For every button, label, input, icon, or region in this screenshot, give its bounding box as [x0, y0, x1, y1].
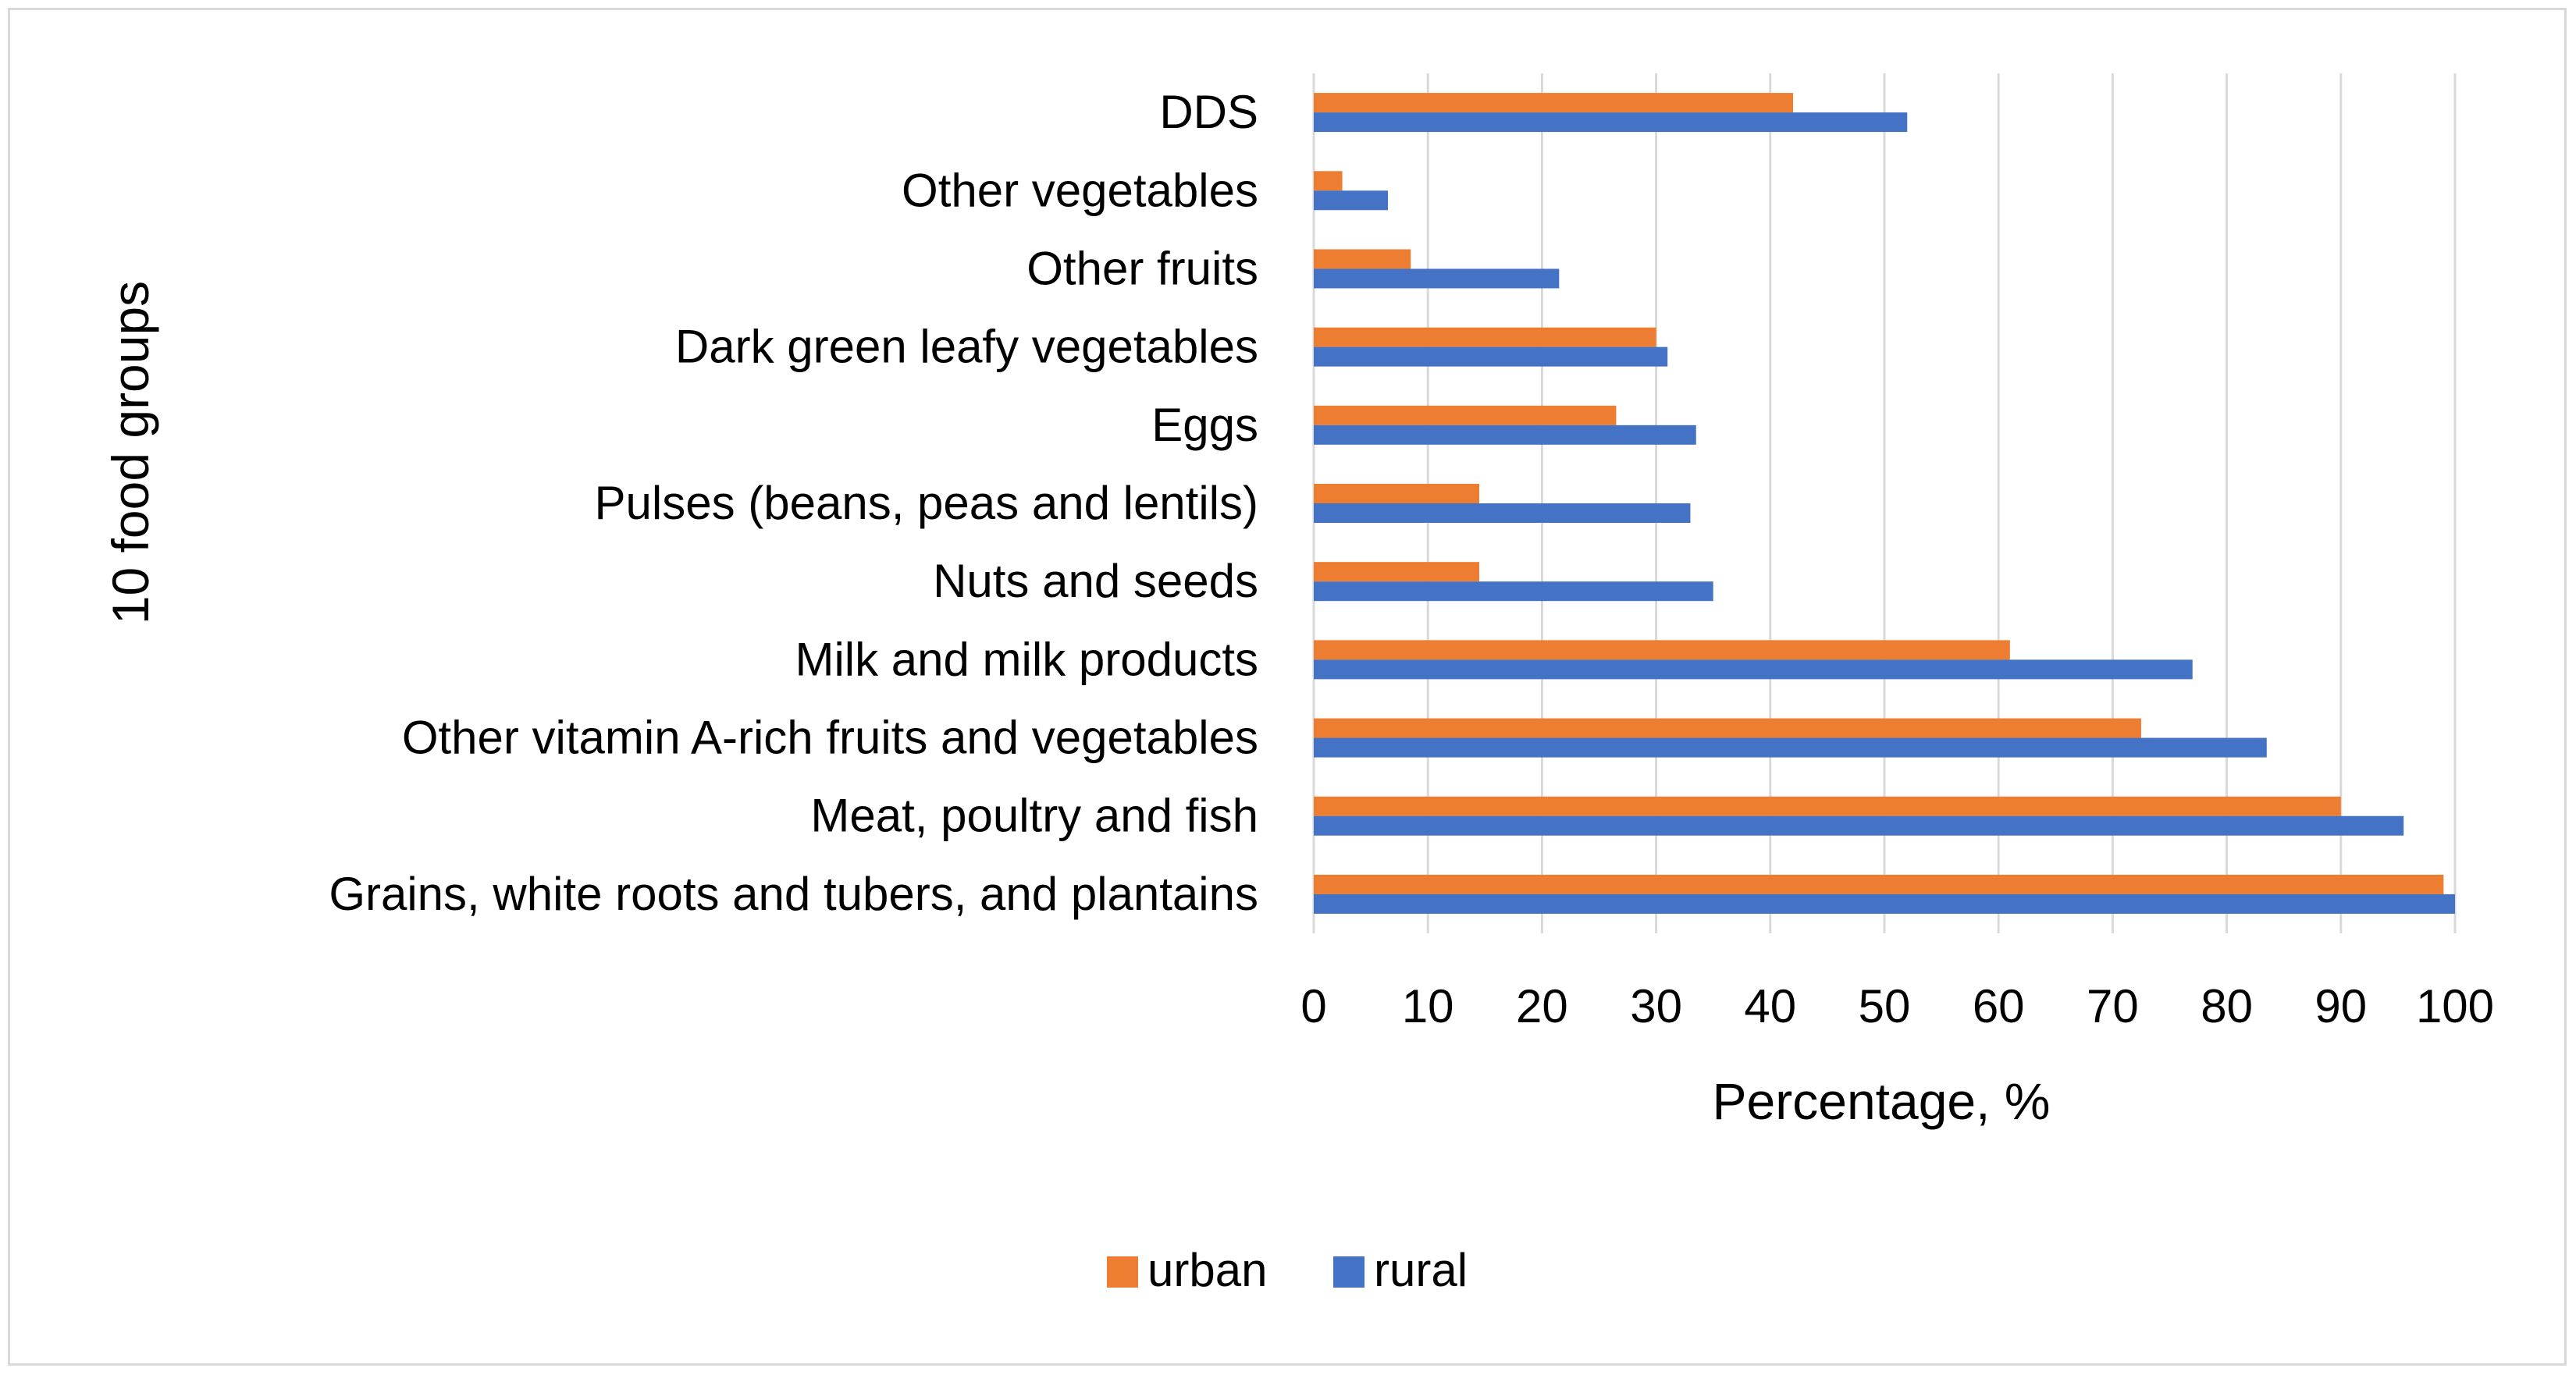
legend-swatch-rural [1333, 1256, 1364, 1288]
category-label: Other vitamin A-rich fruits and vegetabl… [402, 712, 1258, 764]
x-tick-label: 40 [1744, 980, 1796, 1032]
category-label: Milk and milk products [795, 633, 1258, 685]
chart-frame [8, 8, 2567, 1366]
x-tick-label: 70 [2087, 980, 2139, 1032]
x-tick-label: 100 [2416, 980, 2494, 1032]
y-axis-title: 10 food groups [101, 281, 159, 624]
legend-swatch-urban [1107, 1256, 1138, 1288]
bar-rural [1314, 268, 1560, 289]
x-tick-label: 30 [1630, 980, 1682, 1032]
bar-rural [1314, 581, 1713, 602]
category-label: Pulses (beans, peas and lentils) [595, 477, 1259, 529]
x-tick-label: 0 [1300, 980, 1326, 1032]
category-label: Other vegetables [902, 164, 1258, 216]
category-label: Dark green leafy vegetables [675, 321, 1258, 373]
legend-label-rural: rural [1374, 1244, 1468, 1296]
legend: urban rural [1107, 1244, 1468, 1296]
category-label: Meat, poultry and fish [810, 790, 1258, 842]
gridlines [1312, 73, 2457, 933]
category-label: Nuts and seeds [933, 555, 1258, 607]
bar-rural [1314, 894, 2455, 914]
x-tick-label: 20 [1516, 980, 1568, 1032]
legend-label-urban: urban [1147, 1244, 1267, 1296]
x-tick-label: 90 [2314, 980, 2367, 1032]
bar-urban [1314, 405, 1617, 425]
category-label: Other fruits [1026, 242, 1258, 294]
x-tick-label: 50 [1859, 980, 1911, 1032]
bar-urban [1314, 484, 1479, 503]
category-label: DDS [1159, 86, 1258, 138]
bar-urban [1314, 562, 1479, 582]
category-label: Eggs [1151, 399, 1258, 451]
bar-rural [1314, 190, 1389, 211]
x-tick-label: 80 [2201, 980, 2253, 1032]
bar-urban [1314, 249, 1411, 269]
x-tick-labels: 0 10 20 30 40 50 60 70 80 90 100 [1300, 980, 2494, 1032]
bar-rural [1314, 815, 2404, 836]
bar-rural [1314, 346, 1668, 367]
bar-urban [1314, 93, 1794, 113]
category-label: Grains, white roots and tubers, and plan… [329, 868, 1258, 920]
bar-urban [1314, 327, 1656, 347]
bar-rural [1314, 503, 1691, 523]
bar-rural [1314, 112, 1908, 133]
bar-urban [1314, 874, 2444, 894]
bar-urban [1314, 640, 2010, 660]
x-tick-label: 10 [1402, 980, 1454, 1032]
bar-rural [1314, 659, 2193, 680]
x-tick-label: 60 [1973, 980, 2025, 1032]
x-axis-title: Percentage, % [1713, 1072, 2051, 1130]
bars [1314, 93, 2455, 914]
category-labels: DDS Other vegetables Other fruits Dark gree… [329, 86, 1258, 920]
bar-urban [1314, 718, 2141, 738]
bar-urban [1314, 171, 1343, 191]
bar-rural [1314, 737, 2267, 758]
bar-urban [1314, 796, 2341, 816]
bar-rural [1314, 425, 1696, 445]
